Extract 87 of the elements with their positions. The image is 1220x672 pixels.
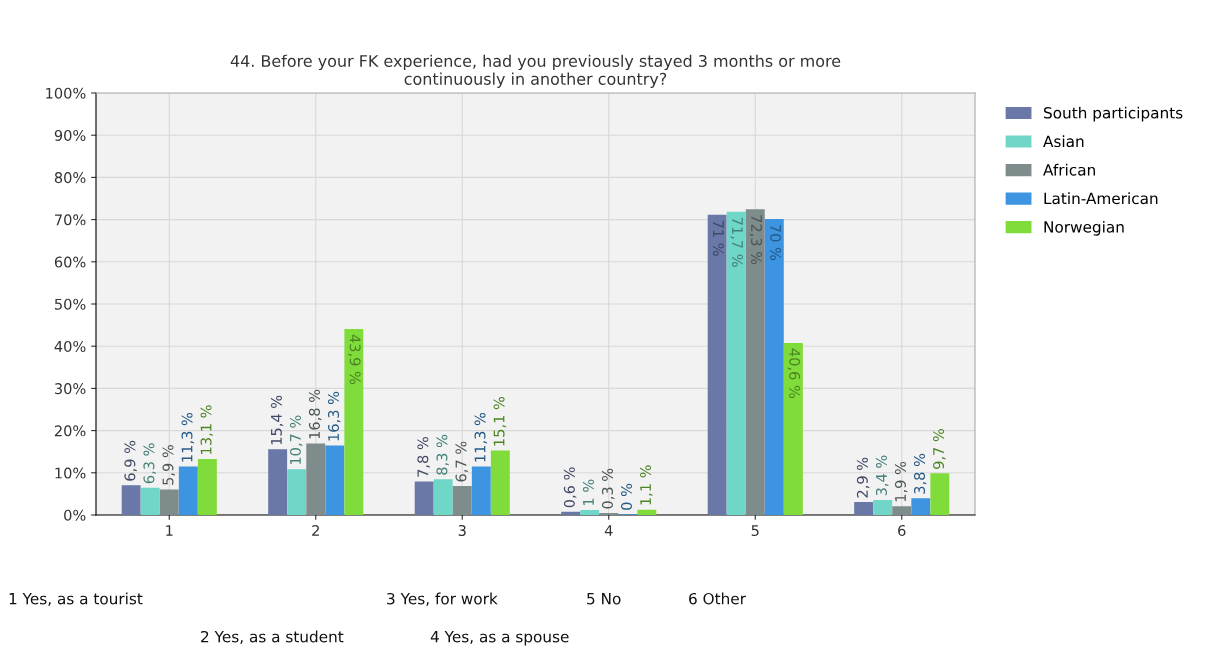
bar [726, 211, 746, 515]
data-label: 3,8 % [914, 453, 927, 494]
data-label: 9,7 % [933, 428, 946, 469]
y-tick-label: 0% [64, 509, 86, 521]
data-label: 10,7 % [289, 415, 303, 465]
x-tick-label: 4 [604, 525, 613, 536]
bar [452, 486, 472, 515]
y-tick-label: 80% [54, 172, 86, 184]
legend-label: South participants [1044, 106, 1183, 122]
bar [414, 481, 434, 515]
text: 5 No [587, 593, 621, 605]
data-label: 40,6 % [787, 348, 801, 399]
data-label: 6,3 % [143, 443, 156, 484]
data-label: 72,3 % [749, 215, 763, 265]
bar [783, 342, 803, 515]
chart-title: 44. Before your FK experience, had you previously stayed 3 months or more continuously in another country? [230, 54, 841, 88]
data-label: 43,9 % [348, 334, 361, 385]
data-label: 6,9 % [124, 440, 137, 481]
legend-label: Asian [1043, 135, 1084, 148]
data-label: 3,4 % [875, 455, 889, 496]
data-label: 71,7 % [730, 217, 743, 267]
y-tick-label: 70% [55, 214, 86, 226]
data-label: 1,1 % [640, 465, 653, 505]
legend-label: Latin-American [1044, 192, 1158, 205]
text: 3 Yes, for work [387, 592, 498, 606]
data-label: 16,8 % [308, 389, 322, 439]
x-tick-label: 3 [458, 524, 466, 537]
data-label: 15,4 % [270, 395, 284, 445]
data-label: 11,3 % [181, 412, 195, 462]
data-label: 11,3 % [474, 412, 488, 462]
x-tick-label: 1 [166, 525, 173, 536]
data-label: 0 % [621, 483, 633, 510]
y-tick-label: 90% [54, 129, 86, 141]
x-tick-label: 6 [898, 524, 906, 537]
bar [325, 445, 345, 515]
bar [306, 443, 326, 515]
bar [287, 469, 307, 515]
data-label: 0,3 % [601, 468, 615, 509]
bar [854, 502, 874, 515]
bar [637, 509, 657, 515]
bar [433, 479, 453, 515]
bar [178, 466, 198, 515]
y-tick-label: 10% [55, 467, 86, 479]
y-tick-label: 100% [46, 87, 86, 99]
data-label: 7,8 % [417, 436, 430, 477]
bar [490, 450, 510, 515]
bar [873, 499, 893, 515]
bar [892, 506, 912, 515]
data-label: 13,1 % [200, 405, 214, 454]
bar [268, 449, 288, 515]
bar [707, 214, 727, 515]
data-label: 0,6 % [563, 467, 577, 508]
bar [930, 473, 950, 515]
data-label: 1 % [582, 479, 594, 505]
bar [344, 329, 364, 515]
bar [764, 218, 784, 515]
data-label: 70 % [770, 225, 782, 261]
data-label: 71 % [712, 220, 724, 256]
text: 2 Yes, as a student [201, 630, 344, 644]
bar [121, 485, 141, 515]
data-label: 5,9 % [162, 445, 175, 485]
y-tick-label: 20% [54, 425, 86, 437]
bar [580, 510, 600, 515]
text: 6 Other [689, 592, 746, 605]
x-tick-label: 2 [312, 524, 319, 536]
data-label: 2,9 % [856, 457, 870, 498]
bar [140, 487, 160, 515]
bar [197, 459, 217, 515]
data-label: 6,7 % [455, 441, 468, 482]
data-label: 16,3 % [328, 391, 341, 441]
x-tick-label: 5 [751, 525, 759, 537]
text: 1 Yes, as a tourist [9, 592, 143, 606]
y-tick-label: 60% [54, 256, 86, 268]
bar [159, 489, 179, 515]
bar [561, 511, 581, 515]
y-tick-label: 40% [54, 340, 86, 352]
bar [911, 498, 931, 515]
bar [471, 466, 491, 515]
data-label: 15,1 % [493, 396, 507, 446]
legend-label: African [1043, 163, 1095, 176]
bar [745, 209, 765, 515]
y-tick-label: 30% [54, 383, 86, 395]
legend-label: Norwegian [1044, 220, 1124, 236]
y-tick-label: 50% [54, 298, 86, 310]
data-label: 8,3 % [436, 434, 449, 475]
text: 4 Yes, as a spouse [430, 631, 569, 646]
data-label: 1,9 % [894, 461, 908, 502]
